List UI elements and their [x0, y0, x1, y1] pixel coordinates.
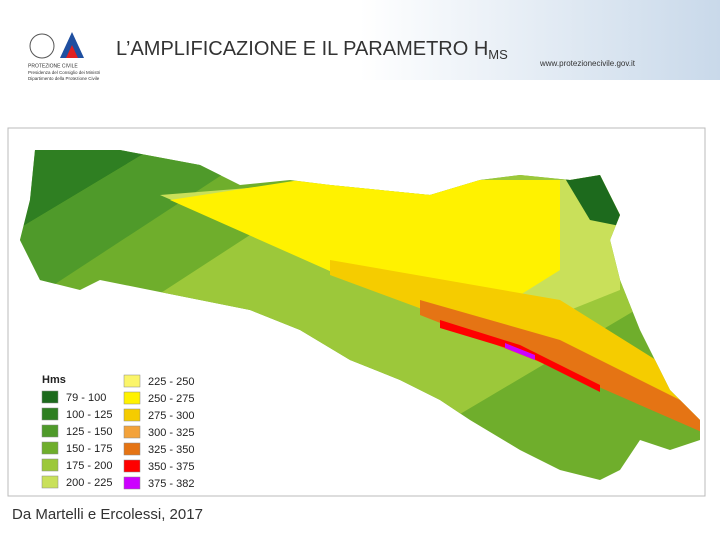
- legend-label: 225 - 250: [148, 376, 194, 388]
- legend-swatch: [123, 476, 141, 490]
- legend-swatch: [123, 391, 141, 405]
- legend-swatch: [41, 475, 59, 489]
- header-band: [0, 0, 720, 80]
- logo-text: PROTEZIONE CIVILE: [28, 63, 78, 69]
- legend-label: 200 - 225: [66, 477, 112, 489]
- logo-text: Presidenza del Consiglio dei Ministri: [28, 70, 100, 75]
- legend-swatch: [41, 407, 59, 421]
- legend-swatch: [41, 390, 59, 404]
- legend-label: 175 - 200: [66, 460, 112, 472]
- legend-swatch: [123, 425, 141, 439]
- legend-label: 79 - 100: [66, 392, 106, 404]
- emblem: [29, 33, 55, 59]
- legend: Hms 79 - 100 100 - 125 125 - 150 150 - 175 1…: [36, 368, 206, 494]
- logo-text: Dipartimento della Protezione Civile: [28, 76, 100, 81]
- legend-swatch: [41, 424, 59, 438]
- map-zone: [505, 343, 535, 360]
- website: www.protezionecivile.gov.it: [539, 59, 636, 68]
- legend-swatch: [123, 459, 141, 473]
- legend-label: 150 - 175: [66, 443, 112, 455]
- logo-triangle-inner: [66, 45, 78, 58]
- logo: PROTEZIONE CIVILE Presidenza del Consigl…: [28, 32, 100, 81]
- legend-box: [36, 368, 206, 494]
- legend-label: 125 - 150: [66, 426, 112, 438]
- title: L’AMPLIFICAZIONE E IL PARAMETRO HMS: [116, 38, 508, 62]
- legend-label: 300 - 325: [148, 427, 194, 439]
- legend-title: Hms: [42, 374, 66, 386]
- legend-label: 100 - 125: [66, 409, 112, 421]
- legend-swatch: [123, 408, 141, 422]
- legend-swatch: [123, 442, 141, 456]
- legend-label: 375 - 382: [148, 478, 194, 490]
- legend-label: 250 - 275: [148, 393, 194, 405]
- legend-label: 350 - 375: [148, 461, 194, 473]
- caption: Da Martelli e Ercolessi, 2017: [12, 506, 203, 523]
- legend-label: 275 - 300: [148, 410, 194, 422]
- map-zone: [440, 320, 600, 392]
- legend-label: 325 - 350: [148, 444, 194, 456]
- legend-swatch: [41, 458, 59, 472]
- title-subscript: MS: [488, 47, 508, 62]
- legend-swatch: [123, 374, 141, 388]
- title-main: L’AMPLIFICAZIONE E IL PARAMETRO H: [116, 38, 488, 60]
- legend-swatch: [41, 441, 59, 455]
